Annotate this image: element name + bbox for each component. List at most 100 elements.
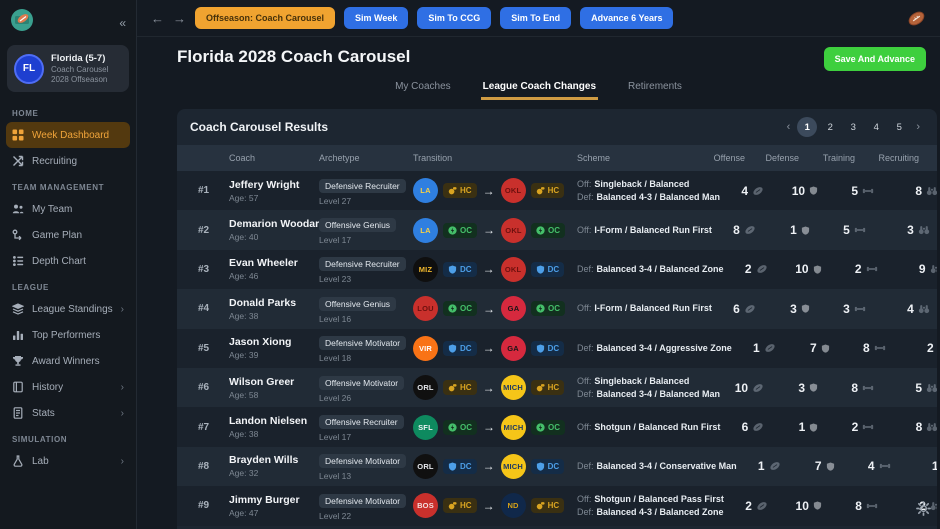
table-row[interactable]: #5 Jason Xiong Age: 39 Defensive Motivator L… xyxy=(177,328,937,368)
row-rank: #2 xyxy=(198,224,210,236)
coach-age: Age: 38 xyxy=(229,310,259,321)
scheme-cell: Def: Balanced 3-4 / Conservative Man xyxy=(577,460,737,473)
binoculars-icon xyxy=(926,382,937,394)
sidebar: « FL Florida (5-7) Coach Carousel 2028 O… xyxy=(0,0,137,529)
coach-age: Age: 39 xyxy=(229,350,259,361)
transition-cell: LA HC → OKL HC xyxy=(413,178,577,204)
sidebar-item-week-dashboard[interactable]: Week Dashboard xyxy=(6,122,130,148)
arrow-right-icon: → xyxy=(483,223,495,238)
page-button-5[interactable]: 5 xyxy=(896,121,902,133)
main-area: ← → Offseason: Coach Carousel Sim Week Si… xyxy=(137,0,940,529)
coach-name: Landon Nielsen xyxy=(229,415,308,428)
team-card[interactable]: FL Florida (5-7) Coach Carousel 2028 Off… xyxy=(7,45,129,92)
flask-icon xyxy=(12,455,24,467)
stat-shield: 7 xyxy=(787,459,841,473)
shield-icon xyxy=(448,265,457,274)
stat-binoculars: 5 xyxy=(880,381,937,395)
stat-value: 5 xyxy=(915,380,923,395)
team-badge-okl: OKL xyxy=(500,178,526,204)
team-badge-orl: ORL xyxy=(413,453,438,479)
coach-age: Age: 57 xyxy=(229,192,259,203)
team-badge-ga: GA xyxy=(500,335,526,361)
sidebar-item-label: Award Winners xyxy=(32,355,100,367)
page-button-4[interactable]: 4 xyxy=(873,121,879,133)
dumbbell-icon xyxy=(854,224,866,236)
whistle-icon xyxy=(536,501,545,510)
sidebar-item-label: Lab xyxy=(32,455,49,467)
stat-football: 1 xyxy=(737,459,787,473)
archetype-chip: Defensive Motivator xyxy=(319,336,407,351)
table-body: #1 Jeffery Wright Age: 57 Defensive Recruit… xyxy=(177,171,937,529)
stat-shield: 10 xyxy=(770,184,824,198)
stat-value: 4 xyxy=(741,183,749,198)
sidebar-item-recruiting[interactable]: Recruiting xyxy=(0,148,136,174)
bolt-icon xyxy=(448,422,457,432)
stat-dumbbell: 5 xyxy=(824,184,880,198)
whistle-icon xyxy=(448,186,457,195)
offseason-coach-carousel-button[interactable]: Offseason: Coach Carousel xyxy=(195,7,336,29)
advance-6-years-button[interactable]: Advance 6 Years xyxy=(580,7,674,29)
coach-age: Age: 40 xyxy=(229,232,259,243)
table-row[interactable]: #8 Brayden Wills Age: 32 Defensive Motivato… xyxy=(177,446,937,487)
sim-to-end-button[interactable]: Sim To End xyxy=(500,7,572,29)
sidebar-item-game-plan[interactable]: Game Plan xyxy=(0,222,136,248)
topbar: ← → Offseason: Coach Carousel Sim Week Si… xyxy=(137,0,940,37)
team-badge-la: LA xyxy=(413,178,438,204)
sidebar-item-stats[interactable]: Stats › xyxy=(0,400,136,426)
sidebar-item-label: League Standings xyxy=(32,303,113,315)
page-button-2[interactable]: 2 xyxy=(827,121,833,133)
table-row[interactable]: #4 Donald Parks Age: 38 Offensive Genius Lev… xyxy=(177,289,937,329)
tab-retirements[interactable]: Retirements xyxy=(628,81,682,92)
coach-level: Level 13 xyxy=(319,471,352,482)
role-badge-hc: HC xyxy=(530,380,565,396)
sidebar-item-my-team[interactable]: My Team xyxy=(0,196,136,222)
stat-value: 2 xyxy=(854,262,862,277)
table-row[interactable]: #6 Wilson Greer Age: 58 Offensive Motivator… xyxy=(177,367,937,408)
sidebar-item-history[interactable]: History › xyxy=(0,374,136,400)
back-arrow-icon[interactable]: ← xyxy=(151,10,164,26)
sidebar-item-lab[interactable]: Lab › xyxy=(0,448,136,474)
table-row[interactable]: #9 Jimmy Burger Age: 47 Defensive Motivator… xyxy=(177,486,937,526)
sim-week-button[interactable]: Sim Week xyxy=(344,7,409,29)
row-rank: #6 xyxy=(198,382,210,394)
tab-league-coach-changes[interactable]: League Coach Changes xyxy=(480,75,599,100)
scheme-cell: Off: I-Form / Balanced Run First xyxy=(577,302,712,315)
page-button-1[interactable]: 1 xyxy=(797,117,818,137)
chevron-right-icon: › xyxy=(120,303,124,315)
table-row[interactable]: #7 Landon Nielsen Age: 38 Offensive Recruit… xyxy=(177,407,937,447)
page-title: Florida 2028 Coach Carousel xyxy=(177,47,411,66)
shield-icon xyxy=(813,501,822,510)
row-rank: #9 xyxy=(198,500,210,512)
save-and-advance-button[interactable]: Save And Advance xyxy=(823,47,926,71)
team-badge-sfl: SFL xyxy=(413,414,438,440)
row-rank: #7 xyxy=(198,421,210,433)
sidebar-item-award-winners[interactable]: Award Winners xyxy=(0,348,136,374)
sidebar-item-top-performers[interactable]: Top Performers xyxy=(0,322,136,348)
tab-my-coaches[interactable]: My Coaches xyxy=(395,81,451,92)
shield-icon xyxy=(821,344,830,353)
settings-gear-icon[interactable] xyxy=(916,501,931,521)
pagination-prev-icon[interactable]: ‹ xyxy=(786,121,791,133)
stat-value: 1 xyxy=(798,420,806,435)
role-badge-oc: OC xyxy=(443,419,477,435)
table-row[interactable]: #2 Demarion Woodard Age: 40 Offensive Geniu… xyxy=(177,210,937,250)
page-button-3[interactable]: 3 xyxy=(850,121,856,133)
role-badge-hc: HC xyxy=(530,498,565,514)
forward-arrow-icon[interactable]: → xyxy=(173,10,186,26)
table-row[interactable]: #3 Evan Wheeler Age: 46 Defensive Recruiter… xyxy=(177,249,937,290)
stat-value: 10 xyxy=(791,183,806,198)
pagination-next-icon[interactable]: › xyxy=(916,121,920,133)
sidebar-item-depth-chart[interactable]: Depth Chart xyxy=(0,248,136,274)
stat-value: 8 xyxy=(851,380,859,395)
scheme-value: Shotgun / Balanced Run First xyxy=(594,421,721,432)
stat-binoculars: 4 xyxy=(872,302,936,316)
sidebar-item-league-standings[interactable]: League Standings › xyxy=(0,296,136,322)
chevron-right-icon: › xyxy=(120,381,124,393)
sim-to-ccg-button[interactable]: Sim To CCG xyxy=(417,7,492,29)
sidebar-collapse-icon[interactable]: « xyxy=(119,15,126,30)
scheme-cell: Off: Shotgun / Balanced Run First xyxy=(577,421,720,434)
table-row[interactable]: #1 Jeffery Wright Age: 57 Defensive Recruit… xyxy=(177,171,937,211)
chevron-right-icon: › xyxy=(120,407,124,419)
team-badge-miz: MIZ xyxy=(413,256,438,282)
stat-football: 6 xyxy=(712,302,762,316)
